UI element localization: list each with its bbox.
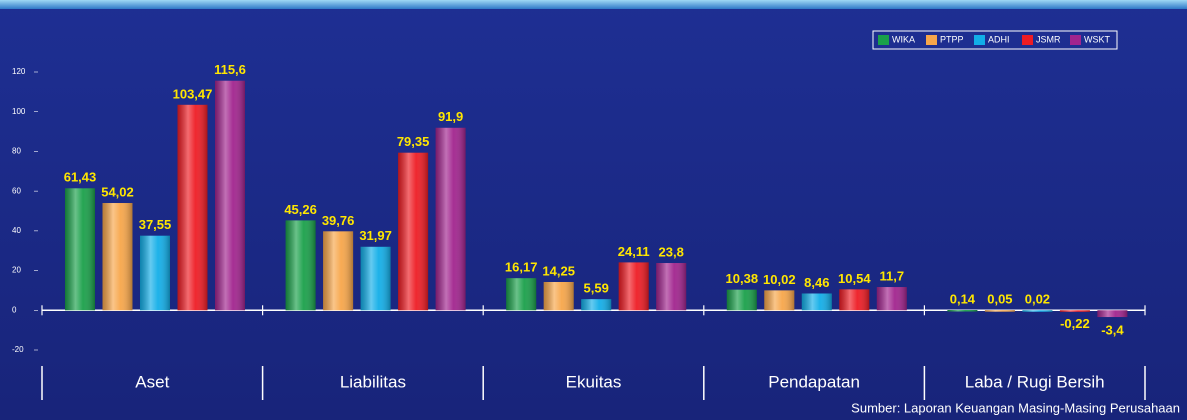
value-label: 10,38 <box>726 271 759 286</box>
legend-label: JSMR <box>1036 34 1061 44</box>
y-tick-label: 80 <box>12 147 21 156</box>
bar-shine <box>726 289 757 311</box>
legend-label: WSKT <box>1084 34 1111 44</box>
bar-shine <box>360 246 391 311</box>
value-label: 0,02 <box>1025 292 1050 307</box>
x-tick-label: Liabilitas <box>340 372 406 391</box>
x-tick-label: Pendapatan <box>768 372 860 391</box>
value-label: 16,17 <box>505 260 538 275</box>
bar-shine <box>984 310 1015 312</box>
bar-shine <box>801 293 832 311</box>
value-label: 61,43 <box>64 170 97 185</box>
bar-shine <box>947 310 978 312</box>
legend-label: ADHI <box>988 34 1010 44</box>
legend-swatch <box>1070 35 1081 45</box>
value-label: 10,54 <box>838 271 871 286</box>
value-label: 8,46 <box>804 275 829 290</box>
y-tick-label: 40 <box>12 226 21 235</box>
bar-shine <box>506 278 537 311</box>
y-tick-label: 0 <box>12 305 17 314</box>
bar-shine <box>1022 310 1053 312</box>
value-label: 23,8 <box>659 244 684 259</box>
value-label: 37,55 <box>139 217 172 232</box>
x-tick-label: Aset <box>135 372 169 391</box>
bar-shine <box>65 188 95 311</box>
value-label: -3,4 <box>1101 322 1124 337</box>
legend-swatch <box>926 35 937 45</box>
bar-shine <box>656 263 687 311</box>
legend-label: PTPP <box>940 34 964 44</box>
bar-shine <box>398 152 429 311</box>
bar-shine <box>876 287 907 311</box>
bar-shine <box>435 127 466 311</box>
bar-shine <box>764 290 795 311</box>
value-label: 91,9 <box>438 109 463 124</box>
y-tick-label: 60 <box>12 186 21 195</box>
value-label: 54,02 <box>101 184 134 199</box>
value-label: 14,25 <box>542 263 575 278</box>
top-band <box>0 0 1187 9</box>
value-label: 24,11 <box>618 244 650 259</box>
bar-shine <box>140 235 170 311</box>
y-tick-label: 100 <box>12 107 26 116</box>
bar-shine <box>543 281 574 311</box>
value-label: -0,22 <box>1060 316 1090 331</box>
value-label: 11,7 <box>880 268 905 283</box>
value-label: 10,02 <box>763 272 796 287</box>
value-label: 115,6 <box>214 62 246 77</box>
bar-shine <box>102 203 133 311</box>
x-tick-label: Laba / Rugi Bersih <box>965 372 1105 391</box>
y-tick-label: -20 <box>12 345 24 354</box>
value-label: 0,05 <box>987 292 1012 307</box>
legend-swatch <box>878 35 889 45</box>
x-tick-label: Ekuitas <box>566 372 622 391</box>
value-label: 45,26 <box>284 202 317 217</box>
bar-shine <box>839 289 870 311</box>
value-label: 5,59 <box>584 281 609 296</box>
y-tick-label: 120 <box>12 67 26 76</box>
value-label: 39,76 <box>322 213 355 228</box>
value-label: 79,35 <box>397 134 430 149</box>
bar-shine <box>618 262 649 311</box>
value-label: 31,97 <box>359 228 392 243</box>
legend-swatch <box>1022 35 1033 45</box>
bar-shine <box>323 231 354 311</box>
y-tick-label: 20 <box>12 266 21 275</box>
value-label: 0,14 <box>950 291 976 306</box>
legend-label: WIKA <box>892 34 915 44</box>
bar-shine <box>177 104 208 311</box>
bar-shine <box>285 220 316 311</box>
bar-shine <box>581 299 612 311</box>
bar-shine <box>215 80 245 311</box>
legend-frame <box>872 30 1118 50</box>
bar-shine <box>1097 310 1128 318</box>
legend-swatch <box>974 35 985 45</box>
source: Sumber: Laporan Keuangan Masing-Masing P… <box>851 400 1180 415</box>
bar-shine <box>1059 310 1090 312</box>
value-label: 103,47 <box>173 86 213 101</box>
